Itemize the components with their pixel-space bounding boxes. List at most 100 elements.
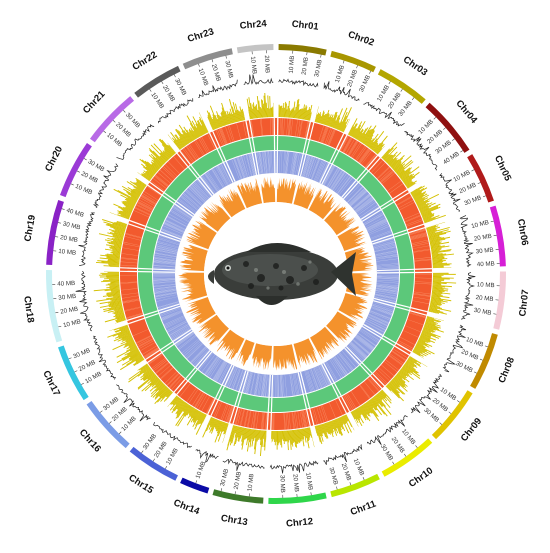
yellow-bin (121, 349, 139, 360)
yellow-bin (163, 149, 172, 158)
yellow-bin (138, 363, 148, 371)
red-stripe (359, 149, 371, 164)
blue-stripe (285, 151, 288, 174)
blue-stripe (307, 157, 315, 179)
yellow-bin (384, 154, 392, 162)
yellow-bin (285, 103, 287, 118)
red-stripe (359, 384, 371, 399)
yellow-bin (118, 206, 132, 214)
blue-stripe (216, 166, 228, 186)
yellow-bin (109, 246, 122, 250)
yellow-bin (103, 306, 123, 312)
yellow-bin (148, 154, 162, 167)
blue-stripe (258, 152, 263, 174)
yellow-bin (157, 388, 170, 403)
red-stripe (167, 161, 180, 174)
yellow-bin (299, 429, 303, 440)
yellow-bin (294, 429, 298, 445)
yellow-bin (432, 288, 448, 292)
red-stripe (297, 411, 301, 429)
red-stripe (391, 351, 406, 361)
yellow-bin (426, 317, 442, 322)
chromosome-label-chr09: Chr09 (459, 416, 484, 444)
tick-mark (173, 74, 176, 78)
red-stripe (122, 299, 140, 303)
yellow-bin (124, 198, 136, 205)
yellow-bin (308, 104, 313, 121)
red-stripe (235, 408, 241, 425)
blue-stripe (235, 369, 243, 391)
yellow-bin (98, 274, 120, 276)
yellow-bin (299, 109, 302, 119)
red-stripe (304, 409, 309, 427)
blue-stripe (178, 198, 197, 213)
yellow-bin (432, 281, 457, 284)
blue-stripe (153, 260, 176, 263)
yellow-bin (428, 232, 447, 238)
red-stripe (143, 347, 159, 357)
gc-content-line-chr15 (153, 421, 192, 449)
yellow-bin (375, 144, 384, 154)
blue-stripe (326, 167, 338, 187)
yellow-bin (120, 328, 129, 332)
yellow-bin (393, 163, 402, 171)
blue-stripe (359, 204, 378, 218)
yellow-bin (343, 415, 352, 433)
tick-mark (211, 59, 214, 63)
yellow-bin (176, 139, 184, 148)
yellow-bin (106, 275, 120, 277)
yellow-bin (406, 360, 418, 368)
yellow-bin (109, 228, 125, 234)
yellow-bin (109, 301, 122, 305)
red-stripe (347, 393, 357, 409)
yellow-bin (107, 241, 122, 246)
red-stripe (198, 138, 208, 154)
blue-stripe (373, 240, 395, 247)
blue-stripe (311, 159, 320, 180)
gc-content-line-chr19 (78, 212, 95, 266)
yellow-bin (115, 317, 126, 322)
yellow-bin (425, 322, 441, 329)
red-stripe (201, 136, 210, 152)
yellow-bin (432, 285, 446, 288)
blue-stripe (338, 177, 353, 196)
yellow-bin (428, 230, 451, 238)
chromosome-label-chr03: Chr03 (401, 54, 430, 78)
blue-stripe (293, 152, 298, 175)
yellow-bin (133, 182, 145, 190)
chromosome-label-chr19: Chr19 (22, 214, 38, 242)
red-stripe (414, 259, 432, 262)
red-stripe (120, 261, 138, 264)
blue-stripe (277, 374, 279, 397)
tick-label: 30 MB (327, 466, 339, 485)
tick-mark (234, 491, 236, 495)
yellow-bin (169, 395, 178, 405)
red-stripe (120, 281, 138, 283)
yellow-bin (201, 125, 207, 134)
yellow-bin (414, 193, 428, 201)
blue-stripe (371, 307, 392, 316)
blue-stripe (375, 254, 398, 259)
yellow-bin (421, 332, 431, 338)
blue-stripe (173, 205, 192, 219)
red-stripe (301, 410, 305, 428)
red-stripe (271, 118, 273, 136)
yellow-bin (399, 369, 409, 377)
blue-stripe (314, 367, 323, 388)
yellow-bin (325, 422, 330, 435)
yellow-bin (360, 405, 368, 415)
tick-mark (70, 183, 74, 186)
red-stripe (239, 409, 245, 426)
red-stripe (411, 239, 429, 244)
gc-content-line-chr05 (439, 173, 461, 213)
yellow-bin (148, 148, 165, 164)
blue-stripe (304, 155, 311, 178)
chromosome-band-chr14 (180, 477, 210, 494)
yellow-bin (137, 373, 156, 389)
yellow-bin (402, 173, 415, 183)
blue-stripe (214, 361, 227, 381)
red-stripe (180, 150, 192, 165)
yellow-bin (308, 112, 312, 121)
red-stripe (339, 135, 349, 151)
red-stripe (374, 372, 387, 385)
